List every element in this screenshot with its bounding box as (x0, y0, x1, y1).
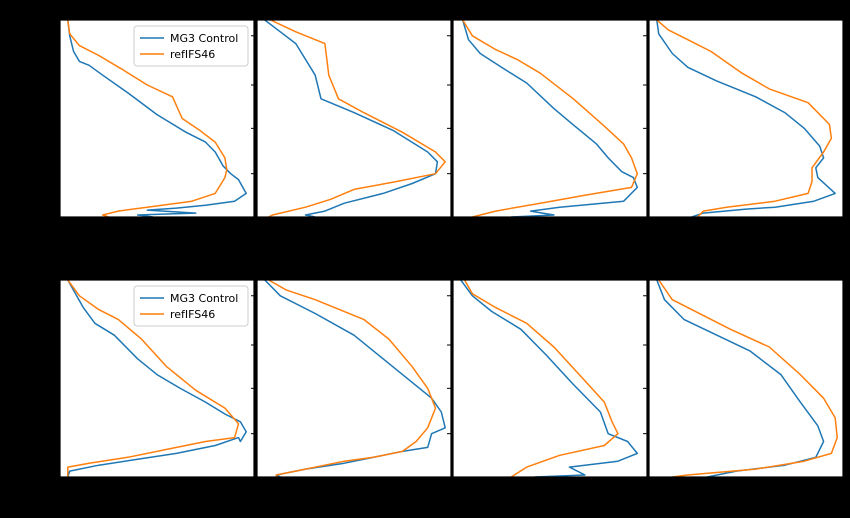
legend-label: MG3 Control (170, 32, 238, 45)
chart-panel-row1-col2 (251, 19, 452, 218)
legend-box (133, 285, 249, 327)
series-line-reflfs46 (463, 280, 619, 477)
axes-frame (648, 19, 844, 218)
chart-panel-row1-col4 (643, 19, 844, 218)
series-line-reflfs46 (67, 20, 228, 217)
series-line-mg3-control (264, 280, 446, 477)
series-line-mg3-control (460, 280, 639, 477)
chart-panel-row1-col1: MG3 Control refIFS46 (59, 19, 255, 218)
legend-label: MG3 Control (170, 292, 238, 305)
series-line-reflfs46 (268, 280, 437, 477)
axes-frame (256, 19, 452, 218)
series-line-reflfs46 (656, 20, 833, 217)
series-line-mg3-control (461, 20, 639, 217)
legend-label: refIFS46 (170, 308, 215, 321)
axes-frame (59, 19, 255, 218)
series-line-mg3-control (264, 20, 439, 217)
chart-panel-row2-col2 (251, 279, 452, 478)
chart-panel-row2-col1: MG3 Control refIFS46 (59, 279, 255, 478)
chart-panel-row2-col3 (447, 279, 648, 478)
axes-frame (59, 279, 255, 478)
series-line-reflfs46 (462, 20, 639, 217)
plot-area (649, 20, 843, 217)
legend: MG3 Control refIFS46 (133, 285, 249, 327)
panel-grid: MG3 Control refIFS46 MG3 Control refIFS46 (59, 19, 844, 478)
axes-frame (256, 279, 452, 478)
plot-area (257, 280, 451, 477)
axes-frame (648, 279, 844, 478)
chart-panel-row1-col3 (447, 19, 648, 218)
legend: MG3 Control refIFS46 (133, 25, 249, 67)
plot-area (453, 280, 647, 477)
plot-area (649, 280, 843, 477)
axes-frame (452, 279, 648, 478)
series-line-reflfs46 (67, 280, 240, 477)
series-line-mg3-control (67, 20, 247, 217)
series-line-mg3-control (67, 280, 247, 477)
chart-panel-row2-col4 (643, 279, 844, 478)
axes-frame (452, 19, 648, 218)
series-line-mg3-control (656, 20, 836, 217)
series-line-mg3-control (656, 280, 825, 477)
series-line-reflfs46 (658, 280, 838, 477)
legend-box (133, 25, 249, 67)
plot-area (257, 20, 451, 217)
series-line-reflfs46 (268, 20, 446, 217)
plot-area (453, 20, 647, 217)
legend-label: refIFS46 (170, 48, 215, 61)
